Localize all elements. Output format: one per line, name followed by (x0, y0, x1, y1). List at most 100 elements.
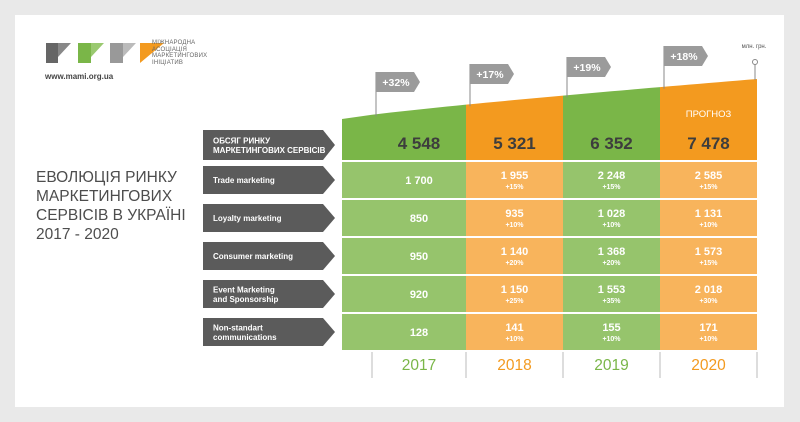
series-growth: +10% (602, 222, 621, 229)
main-title: ЕВОЛЮЦІЯ РИНКУ МАРКЕТИНГОВИХ СЕРВІСІВ В … (36, 169, 186, 243)
series-growth: +25% (505, 298, 524, 305)
row-lead-cell (342, 314, 372, 350)
series-growth: +10% (602, 336, 621, 343)
series-value: 950 (410, 251, 428, 263)
row-cell (563, 314, 660, 350)
growth-tag-value: +18% (670, 51, 698, 63)
row-lead-cell (342, 276, 372, 312)
growth-tag-value: +19% (573, 62, 601, 74)
row-cell (660, 276, 757, 312)
series-row-3-tag (203, 280, 335, 308)
series-row-4-label: Non-standart (213, 323, 263, 332)
series-row-3-label: Event Marketing (213, 285, 275, 294)
row-cell (372, 200, 466, 236)
row-cell (660, 238, 757, 274)
row-cell (660, 162, 757, 198)
row-cell (372, 238, 466, 274)
row-cell (563, 238, 660, 274)
row-cell (372, 162, 466, 198)
series-value: 1 573 (695, 246, 723, 258)
row-lead-cell (342, 238, 372, 274)
row-cell (563, 276, 660, 312)
row-cell (660, 314, 757, 350)
series-row-0-label: Trade marketing (213, 176, 275, 185)
total-row-tag (203, 130, 335, 160)
forecast-label: ПРОГНОЗ (686, 109, 732, 120)
total-value: 5 321 (493, 134, 536, 153)
series-value: 141 (505, 322, 523, 334)
row-cell (563, 162, 660, 198)
series-growth: +10% (505, 336, 524, 343)
year-label: 2017 (402, 357, 436, 374)
row-cell (563, 200, 660, 236)
series-value: 1 150 (501, 284, 529, 296)
area-band-2020 (660, 79, 757, 160)
area-band-2019 (563, 87, 660, 160)
series-value: 920 (410, 289, 428, 301)
series-growth: +15% (699, 260, 718, 267)
total-value: 4 548 (398, 134, 441, 153)
year-label: 2019 (594, 357, 628, 374)
series-growth: +15% (602, 184, 621, 191)
series-value: 935 (505, 208, 523, 220)
total-row-label: ОБСЯГ РИНКУ (213, 136, 271, 145)
series-value: 155 (602, 322, 620, 334)
series-value: 1 553 (598, 284, 626, 296)
area-band-2017 (372, 104, 466, 160)
row-cell (372, 314, 466, 350)
growth-tag-flag (664, 46, 708, 66)
series-value: 1 140 (501, 246, 529, 258)
series-row-1-tag (203, 204, 335, 232)
row-lead-cell (342, 200, 372, 236)
row-cell (466, 314, 563, 350)
series-growth: +20% (505, 260, 524, 267)
unit-marker-dot (752, 59, 758, 65)
series-growth: +35% (602, 298, 621, 305)
growth-tag-flag (470, 64, 514, 84)
area-lead-in (342, 114, 372, 160)
series-value: 171 (699, 322, 717, 334)
series-row-2-label: Consumer marketing (213, 252, 293, 261)
series-growth: +20% (602, 260, 621, 267)
growth-tag-value: +32% (382, 77, 410, 89)
series-growth: +15% (699, 184, 718, 191)
site-url[interactable]: www.mami.org.ua (45, 72, 114, 81)
series-value: 2 585 (695, 170, 723, 182)
logo-org-name: МІЖНАРОДНА АСОЦІАЦІЯ МАРКЕТИНГОВИХ ІНІЦІ… (152, 40, 208, 66)
series-growth: +10% (699, 336, 718, 343)
series-row-3-label: and Sponsorship (213, 295, 278, 304)
series-value: 1 131 (695, 208, 723, 220)
series-growth: +10% (505, 222, 524, 229)
series-value: 2 018 (695, 284, 723, 296)
series-value: 1 700 (405, 175, 433, 187)
series-value: 1 955 (501, 170, 529, 182)
series-value: 2 248 (598, 170, 626, 182)
series-value: 1 028 (598, 208, 626, 220)
row-cell (372, 276, 466, 312)
series-value: 850 (410, 213, 428, 225)
row-cell (660, 200, 757, 236)
row-cell (466, 238, 563, 274)
series-row-1-label: Loyalty marketing (213, 214, 282, 223)
series-row-2-tag (203, 242, 335, 270)
series-row-0-tag (203, 166, 335, 194)
growth-tag-flag (567, 57, 611, 77)
series-growth: +30% (699, 298, 718, 305)
series-row-4-tag (203, 318, 335, 346)
total-value: 6 352 (590, 134, 633, 153)
year-label: 2018 (497, 357, 531, 374)
growth-tag-value: +17% (476, 69, 504, 81)
series-row-4-label: communications (213, 333, 277, 342)
row-lead-cell (342, 162, 372, 198)
area-band-2018 (466, 95, 563, 160)
series-value: 1 368 (598, 246, 626, 258)
row-cell (466, 162, 563, 198)
unit-label: млн. грн. (741, 44, 767, 50)
row-cell (466, 276, 563, 312)
row-cell (466, 200, 563, 236)
total-value: 7 478 (687, 134, 730, 153)
year-label: 2020 (691, 357, 726, 374)
series-growth: +10% (699, 222, 718, 229)
